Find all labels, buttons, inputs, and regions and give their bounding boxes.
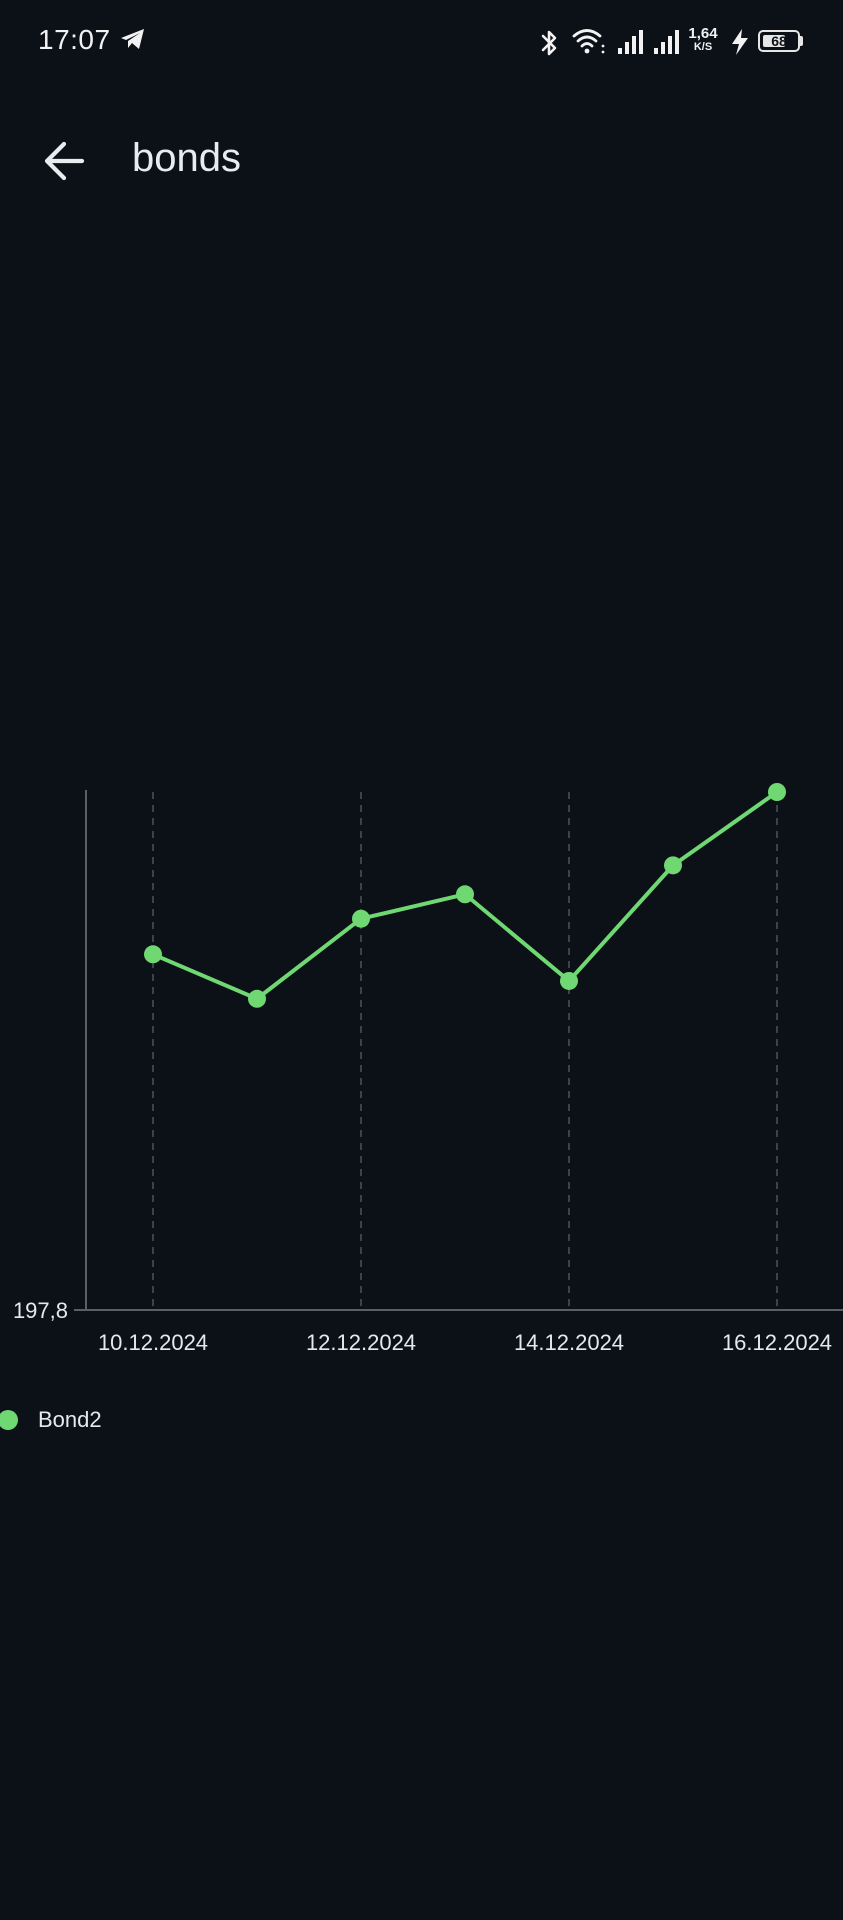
x-tick-label: 10.12.2024 (98, 1330, 208, 1355)
battery-level (763, 35, 785, 47)
status-icons: 1,64 K/S 68 (0, 0, 843, 88)
charging-icon (732, 29, 748, 55)
back-button[interactable] (26, 126, 104, 196)
signal-icon (654, 30, 679, 54)
x-tick-label: 12.12.2024 (306, 1330, 416, 1355)
chart-svg: 197,8 10.12.2024 12.12.2024 14.12.2024 16.12… (13, 783, 843, 1355)
status-bar: 17:07 1,64 K/S (0, 0, 843, 88)
app-bar: bonds (0, 100, 843, 220)
battery-tip (800, 36, 803, 46)
data-point (768, 783, 786, 801)
wifi-icon (572, 29, 605, 54)
y-tick-label: 197,8 (13, 1298, 68, 1323)
x-tick-label: 16.12.2024 (722, 1330, 832, 1355)
battery-percent: 68 (771, 33, 787, 49)
data-point (352, 909, 370, 928)
network-speed-value: 1,64 (688, 25, 718, 42)
battery-icon: 68 (758, 30, 800, 52)
data-point (248, 989, 266, 1008)
data-point (456, 885, 474, 904)
signal-icon (618, 30, 643, 54)
network-speed: 1,64 K/S (686, 26, 720, 53)
legend-marker (0, 1410, 18, 1430)
telegram-icon (121, 29, 144, 49)
data-point (560, 971, 578, 990)
legend-label[interactable]: Bond2 (38, 1407, 102, 1432)
status-time: 17:07 (38, 24, 111, 55)
data-point (664, 856, 682, 875)
data-point (144, 945, 162, 964)
network-speed-unit: K/S (693, 41, 713, 53)
arrow-left-icon (44, 141, 85, 181)
line-chart: 197,8 10.12.2024 12.12.2024 14.12.2024 16.12… (0, 760, 843, 1460)
page-title: bonds (132, 136, 241, 180)
x-tick-label: 14.12.2024 (514, 1330, 624, 1355)
bluetooth-icon (541, 30, 557, 56)
